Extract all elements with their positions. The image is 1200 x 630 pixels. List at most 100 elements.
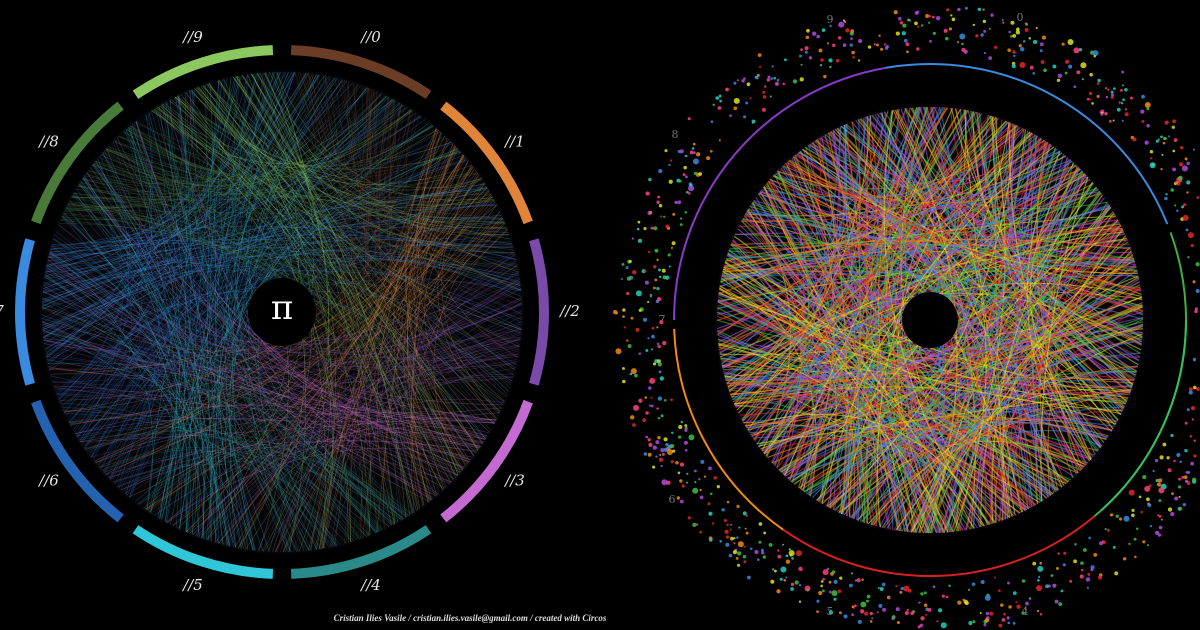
chord <box>75 189 483 445</box>
dot <box>1082 548 1087 552</box>
chord <box>194 72 295 538</box>
chord <box>125 129 181 513</box>
chord <box>375 97 415 513</box>
dot <box>1181 475 1185 479</box>
chord <box>284 338 521 553</box>
dot <box>857 619 862 624</box>
chord <box>84 175 454 481</box>
dot <box>1028 597 1032 600</box>
chord <box>194 88 433 167</box>
chord <box>113 460 410 516</box>
chord <box>125 129 394 525</box>
chord <box>318 143 454 550</box>
dot <box>699 530 702 534</box>
chord <box>165 72 296 522</box>
chord <box>130 125 236 548</box>
dot <box>745 101 749 105</box>
dot <box>932 585 936 589</box>
dot <box>1124 108 1128 111</box>
chord <box>232 71 289 551</box>
chord <box>42 329 255 551</box>
dot <box>649 293 653 297</box>
dot <box>761 107 766 112</box>
dot <box>695 523 699 526</box>
dot <box>798 600 802 603</box>
dot <box>1142 540 1146 544</box>
dot <box>1154 530 1160 536</box>
chord <box>239 165 473 549</box>
chord <box>62 136 446 411</box>
chord <box>47 363 218 543</box>
chord <box>49 251 154 511</box>
chord <box>43 114 166 339</box>
chord <box>42 178 482 328</box>
chord <box>46 264 404 520</box>
ring-arc <box>782 515 1096 577</box>
chord <box>54 387 497 421</box>
dot <box>733 537 736 540</box>
chord <box>43 303 522 369</box>
chord <box>82 125 434 196</box>
dot <box>726 500 730 504</box>
dot <box>1114 571 1119 576</box>
dot <box>684 448 688 452</box>
dot <box>1163 136 1167 140</box>
dot <box>756 558 760 562</box>
chord <box>112 141 503 219</box>
dot <box>1149 162 1156 169</box>
dot <box>1055 567 1059 571</box>
dot <box>936 620 939 623</box>
chord <box>207 332 522 541</box>
segment-label: //3 <box>503 471 525 489</box>
dot <box>1186 161 1190 166</box>
chord <box>821 166 1079 505</box>
chord <box>174 97 511 240</box>
chord <box>236 76 418 511</box>
dot <box>622 379 626 384</box>
dot <box>684 211 687 214</box>
chord <box>137 446 402 521</box>
dot <box>1110 90 1114 94</box>
chord <box>331 298 522 547</box>
chord <box>124 441 399 522</box>
chord <box>282 154 464 553</box>
dot <box>645 435 649 439</box>
chord <box>128 127 510 388</box>
chord <box>101 446 362 539</box>
chord <box>730 141 835 396</box>
dot <box>771 65 774 68</box>
chord <box>42 291 518 368</box>
chord <box>42 191 490 304</box>
dot <box>1128 489 1135 496</box>
dot <box>923 603 928 608</box>
dot <box>1089 98 1092 101</box>
dot <box>1131 508 1135 512</box>
dot <box>1092 50 1099 57</box>
chord <box>348 81 522 305</box>
chord <box>904 108 1099 452</box>
chord <box>778 415 1107 471</box>
chord <box>61 215 174 520</box>
dot <box>984 618 990 623</box>
chord <box>808 338 1143 496</box>
dot <box>632 270 637 275</box>
chord <box>130 125 361 540</box>
dot <box>650 404 654 408</box>
chord <box>54 361 517 392</box>
dot <box>1181 205 1185 209</box>
dot <box>1006 616 1010 620</box>
chord <box>120 302 522 491</box>
chord <box>411 229 508 509</box>
dot <box>1123 515 1130 522</box>
chord <box>41 253 522 310</box>
dot <box>1144 485 1151 492</box>
dot <box>884 46 889 50</box>
dot <box>678 424 683 430</box>
dot <box>645 411 649 415</box>
dot <box>945 595 949 599</box>
chord <box>238 171 478 549</box>
dot <box>961 42 964 46</box>
dot <box>946 8 950 12</box>
dot <box>1050 574 1054 577</box>
dot <box>791 556 795 560</box>
